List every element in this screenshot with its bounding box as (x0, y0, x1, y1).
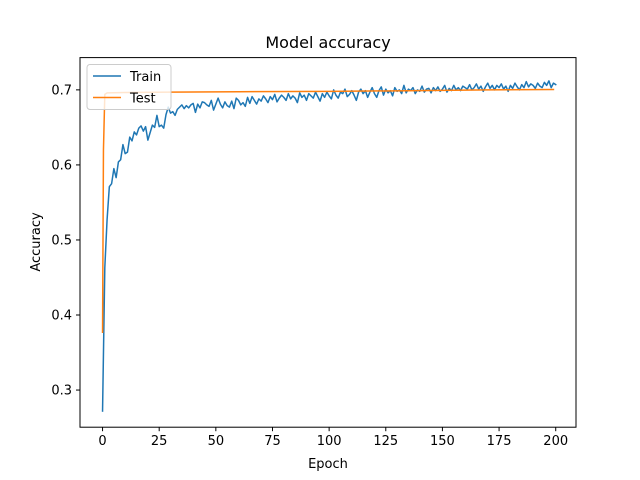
legend-label-test: Test (129, 92, 156, 107)
y-tick-label: 0.3 (51, 384, 72, 399)
series-line-train (101, 80, 557, 412)
x-tick-label: 100 (317, 434, 342, 449)
x-tick-label: 150 (430, 434, 455, 449)
x-tick-label: 25 (151, 434, 168, 449)
x-tick-label: 75 (264, 434, 281, 449)
chart-title: Model accuracy (265, 33, 390, 52)
x-axis-label: Epoch (308, 457, 348, 472)
x-tick-label: 0 (98, 434, 106, 449)
legend: Train Test (86, 64, 172, 110)
x-tick-label: 200 (543, 434, 568, 449)
y-tick-label: 0.6 (51, 158, 72, 173)
x-tick-label: 125 (373, 434, 398, 449)
y-tick-label: 0.4 (51, 309, 72, 324)
tick-layer: 0 25 50 75 100 125 150 175 200 0.3 0.4 0.5 0.6 0.7 (51, 83, 568, 449)
y-tick-label: 0.5 (51, 233, 72, 248)
y-tick-label: 0.7 (51, 83, 72, 98)
legend-label-train: Train (129, 70, 161, 85)
x-tick-label: 175 (487, 434, 512, 449)
plot-frame (79, 57, 577, 428)
x-tick-label: 50 (208, 434, 225, 449)
y-axis-label: Accuracy (29, 212, 44, 272)
